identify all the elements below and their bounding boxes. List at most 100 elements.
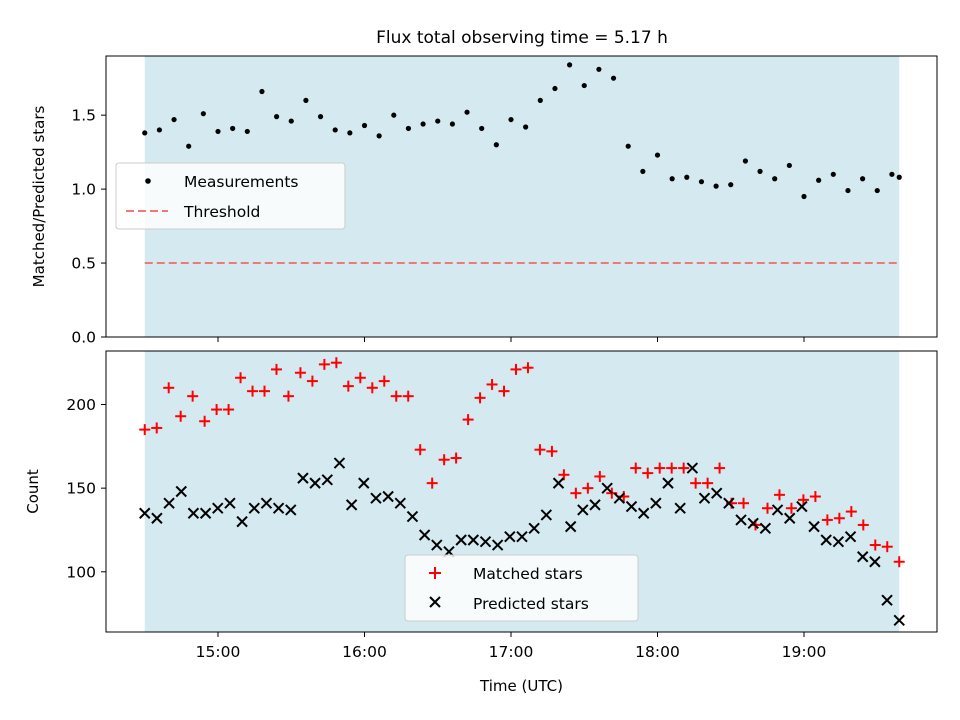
matched-point <box>809 491 821 503</box>
measurement-point <box>654 152 661 158</box>
x-axis-label: Time (UTC) <box>479 677 563 695</box>
measurement-point <box>508 116 514 123</box>
matched-point <box>582 482 594 494</box>
predicted-point <box>406 510 419 523</box>
predicted-point <box>783 512 796 524</box>
matched-point <box>235 372 247 384</box>
matched-point <box>738 497 750 509</box>
ratio-legend: Measurements Threshold <box>115 162 346 230</box>
matched-point <box>366 382 378 394</box>
matched-point <box>247 385 259 397</box>
matched-point <box>342 380 354 392</box>
measurement-point <box>449 121 455 127</box>
predicted-point <box>528 522 540 535</box>
matched-point <box>594 470 606 482</box>
measurement-point <box>786 162 792 169</box>
measurement-point <box>435 118 441 124</box>
predicted-point <box>808 520 820 533</box>
matched-point <box>151 422 163 434</box>
predicted-point <box>516 530 528 543</box>
matched-point <box>187 390 199 402</box>
measurement-point <box>288 118 294 124</box>
x-tick-label: 19:00 <box>782 643 827 661</box>
measurement-point <box>142 130 148 136</box>
predicted-point <box>577 504 589 516</box>
matched-point <box>474 392 486 404</box>
measurement-point <box>200 111 206 117</box>
predicted-point <box>248 502 260 514</box>
measurement-point <box>713 183 719 189</box>
matched-point <box>845 506 857 518</box>
predicted-point <box>358 477 370 489</box>
predicted-point <box>151 512 163 524</box>
matched-point <box>714 462 726 474</box>
matched-point <box>330 357 342 369</box>
x-tick-label: 16:00 <box>342 643 387 661</box>
y-tick-label: 150 <box>66 480 96 498</box>
measurement-point <box>479 125 485 132</box>
predicted-point <box>418 529 431 541</box>
measurement-point <box>317 114 324 120</box>
legend-matched-label: Matched stars <box>473 565 583 583</box>
measurement-point <box>259 88 265 95</box>
legend-predicted-marker <box>429 596 441 608</box>
measurement-point <box>698 179 705 185</box>
matched-point <box>354 372 366 384</box>
measurement-point <box>845 187 851 194</box>
measurement-point <box>523 124 529 130</box>
matched-point <box>510 363 522 375</box>
predicted-point <box>686 462 699 474</box>
predicted-point <box>637 507 650 519</box>
predicted-point <box>552 477 565 489</box>
measurement-point <box>581 82 587 89</box>
measurement-point <box>376 133 382 139</box>
matched-point <box>498 385 510 397</box>
predicted-point <box>297 472 309 484</box>
matched-point <box>390 390 402 402</box>
x-tick-label: 15:00 <box>196 643 241 661</box>
predicted-point <box>674 502 686 514</box>
matched-point <box>761 502 773 514</box>
counts-y-axis: 100 150 200 <box>66 396 106 581</box>
measurement-point <box>552 85 558 92</box>
matched-point <box>869 539 881 551</box>
measurement-point <box>537 97 543 103</box>
measurement-point <box>640 168 646 174</box>
counts-x-axis: 15:00 16:00 17:00 18:00 19:00 <box>196 632 827 661</box>
predicted-point <box>771 504 784 516</box>
predicted-point <box>309 477 321 489</box>
predicted-point <box>723 497 735 509</box>
measurement-point <box>303 97 309 103</box>
measurement-point <box>830 171 836 177</box>
predicted-point <box>224 497 236 509</box>
matched-point <box>678 462 690 474</box>
matched-point <box>785 502 797 514</box>
predicted-point <box>881 594 893 606</box>
matched-point <box>426 477 438 489</box>
matched-point <box>522 362 534 374</box>
measurement-point <box>772 176 778 182</box>
legend-threshold-label: Threshold <box>183 203 260 221</box>
measurement-point <box>596 66 602 72</box>
predicted-point <box>187 507 200 519</box>
predicted-point <box>285 504 297 516</box>
counts-legend: Matched stars Predicted stars <box>404 554 639 622</box>
matched-point <box>642 467 654 479</box>
measurement-point <box>493 142 499 148</box>
legend-box <box>404 554 639 622</box>
matched-point <box>438 454 450 466</box>
predicted-point <box>564 520 577 533</box>
measurement-point <box>625 143 631 149</box>
ratio-panel: 0.0 0.5 1.0 1.5 Matched/Predicted stars Mea… <box>30 55 938 347</box>
legend-box <box>115 162 346 230</box>
predicted-point <box>260 497 273 509</box>
measurement-point <box>244 128 250 135</box>
predicted-point <box>820 534 832 546</box>
predicted-point <box>394 497 407 509</box>
predicted-point <box>431 539 443 551</box>
matched-point <box>630 462 642 474</box>
matched-point <box>666 462 678 474</box>
matched-point <box>654 462 666 474</box>
measurement-point <box>186 143 192 149</box>
measurement-point <box>156 127 162 133</box>
